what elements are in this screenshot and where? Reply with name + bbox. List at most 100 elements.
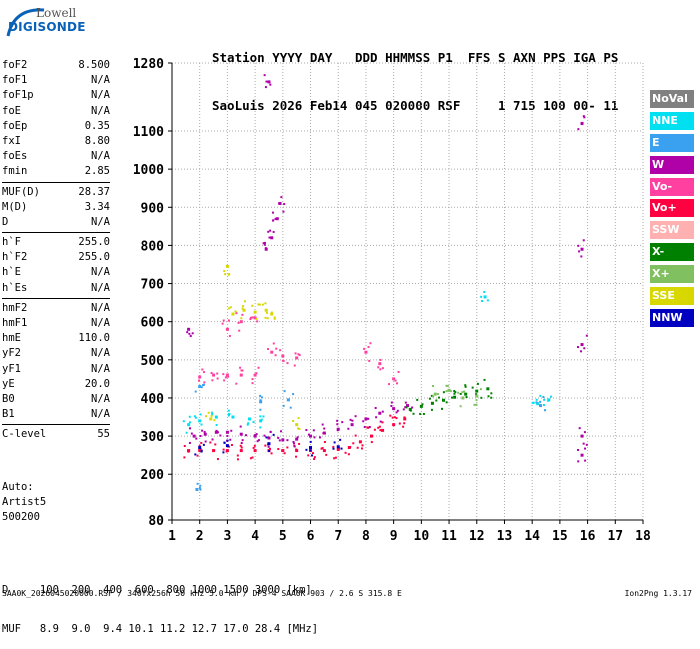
data-point-spread — [268, 450, 271, 453]
data-point-spread — [395, 382, 398, 385]
distance-row: D 100 200 400 600 800 1000 1500 3000 [km… — [2, 584, 312, 596]
data-point — [538, 404, 542, 408]
data-point-spread — [201, 429, 204, 432]
data-point — [225, 264, 229, 268]
param-row: fxI 8.80 — [2, 134, 110, 149]
data-point — [270, 312, 274, 316]
data-point-spread — [367, 417, 370, 420]
data-point-spread — [403, 422, 406, 425]
data-point-spread — [320, 447, 323, 450]
data-point-spread — [318, 436, 321, 439]
data-point — [281, 438, 285, 442]
data-point-spread — [459, 405, 462, 408]
data-point-spread — [432, 384, 435, 387]
data-point-spread — [239, 425, 242, 428]
data-point-spread — [273, 316, 276, 319]
data-point — [392, 423, 396, 427]
data-point-spread — [259, 408, 262, 411]
param-row: h`E N/A — [2, 265, 110, 280]
data-point-spread — [262, 415, 265, 418]
data-point-spread — [379, 420, 382, 423]
data-point-spread — [211, 379, 214, 382]
param-value: 55 — [97, 428, 110, 441]
data-point-spread — [272, 342, 275, 345]
data-point-spread — [278, 439, 281, 442]
data-point-spread — [225, 450, 228, 453]
data-point-spread — [354, 415, 357, 418]
param-value: N/A — [91, 392, 110, 405]
data-point-spread — [227, 319, 230, 322]
param-name: foF1 — [2, 74, 28, 87]
data-point-spread — [213, 449, 216, 452]
data-point — [392, 377, 396, 381]
data-point-spread — [246, 423, 249, 426]
data-point-spread — [251, 456, 254, 459]
data-point-spread — [283, 390, 286, 393]
data-point-spread — [267, 443, 270, 446]
data-point-spread — [577, 128, 580, 131]
data-point-spread — [532, 401, 535, 404]
y-tick-label: 900 — [141, 201, 165, 216]
data-point-spread — [332, 445, 335, 448]
data-point-spread — [264, 316, 267, 319]
param-value: N/A — [91, 317, 110, 329]
data-point-spread — [368, 425, 371, 428]
data-point-spread — [222, 451, 225, 454]
data-point-spread — [256, 440, 259, 443]
param-value: 28.37 — [78, 185, 110, 198]
auto-version: 500200 — [2, 511, 40, 523]
data-point-spread — [207, 411, 210, 414]
data-point-spread — [402, 425, 405, 428]
data-point-spread — [347, 453, 350, 456]
y-tick-label: 200 — [141, 468, 165, 483]
data-point-spread — [255, 317, 258, 320]
x-tick-label: 10 — [414, 529, 430, 544]
data-point-spread — [321, 423, 324, 426]
param-name: foEs — [2, 150, 28, 163]
data-point-spread — [277, 436, 280, 439]
data-point-spread — [265, 436, 268, 439]
data-point-spread — [294, 352, 297, 355]
param-name: h`E — [2, 266, 21, 279]
data-point-spread — [279, 349, 282, 352]
data-point-spread — [260, 418, 263, 421]
data-point-spread — [483, 290, 486, 293]
data-point-spread — [241, 439, 244, 442]
data-point-spread — [490, 396, 493, 399]
param-row: foF1 N/A — [2, 73, 110, 88]
data-point-spread — [269, 431, 272, 434]
data-point-spread — [255, 372, 258, 375]
legend-item: NNE — [650, 111, 694, 130]
data-point — [461, 396, 465, 400]
data-point-spread — [282, 359, 285, 362]
data-point-spread — [363, 425, 366, 428]
data-point-spread — [222, 319, 225, 322]
data-point-spread — [395, 417, 398, 420]
data-point-spread — [203, 430, 206, 433]
data-point-spread — [229, 306, 232, 309]
legend-item: E — [650, 133, 694, 152]
data-point-spread — [289, 406, 292, 409]
data-point-spread — [269, 447, 272, 450]
data-point — [378, 362, 382, 366]
data-point-spread — [211, 438, 214, 441]
data-point — [369, 434, 373, 438]
data-point-spread — [480, 295, 483, 298]
param-value: N/A — [91, 150, 110, 163]
data-point-spread — [584, 459, 587, 462]
data-point-spread — [374, 407, 377, 410]
data-point — [239, 320, 243, 324]
data-point-spread — [223, 379, 226, 382]
data-point-spread — [464, 384, 467, 387]
data-point — [475, 389, 479, 393]
data-point-spread — [298, 427, 301, 430]
data-point-spread — [349, 445, 352, 448]
param-value: 255.0 — [78, 236, 110, 249]
data-point-spread — [193, 415, 196, 418]
param-name: h`Es — [2, 281, 28, 294]
data-point — [225, 444, 229, 448]
data-point-spread — [422, 412, 425, 415]
legend-item: SSE — [650, 287, 694, 306]
data-point-spread — [188, 427, 191, 430]
data-point-spread — [580, 255, 583, 258]
